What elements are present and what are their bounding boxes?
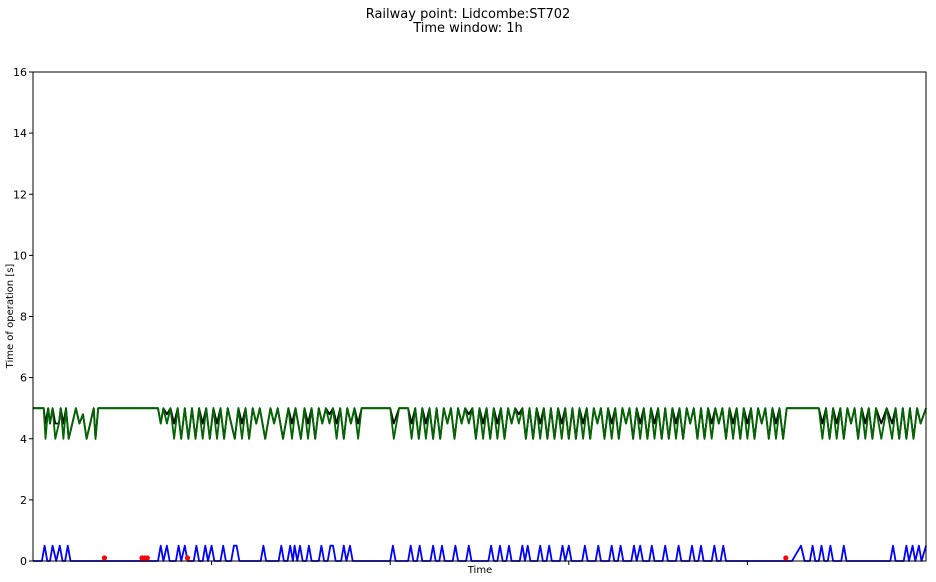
x-axis-ticks	[211, 561, 748, 565]
y-tick-label: 0	[20, 555, 27, 568]
red-point	[144, 555, 150, 561]
green-series-line	[33, 407, 927, 440]
y-axis-label: Time of operation [s]	[5, 264, 16, 370]
y-tick-label: 4	[20, 433, 27, 446]
chart-subtitle: Time window: 1h	[412, 21, 523, 36]
y-tick-label: 14	[13, 127, 27, 140]
y-tick-label: 6	[20, 372, 27, 385]
y-tick-label: 10	[13, 249, 27, 262]
red-point	[184, 555, 191, 561]
y-tick-label: 2	[20, 494, 27, 507]
y-tick-label: 8	[20, 311, 27, 324]
y-tick-label: 12	[13, 188, 27, 201]
chart-title: Railway point: Lidcombe:ST702	[366, 7, 571, 22]
y-axis-ticks: 0 2 4 6 8 10 12 14 16	[13, 66, 33, 568]
red-point	[101, 555, 108, 561]
plot-frame	[32, 71, 927, 562]
plot-area	[33, 72, 926, 561]
x-axis-label: Time	[467, 565, 492, 576]
red-point	[783, 555, 789, 561]
y-tick-label: 16	[13, 66, 27, 79]
